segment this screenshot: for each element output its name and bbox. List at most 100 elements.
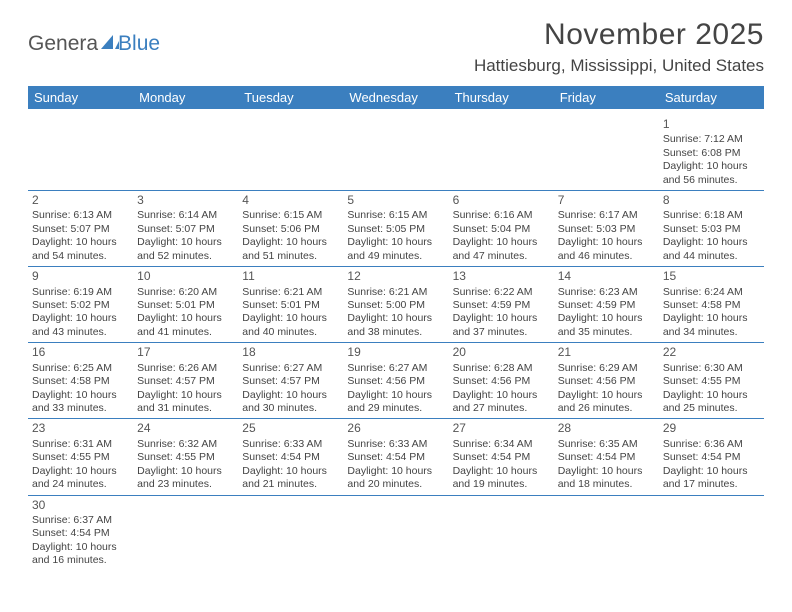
- calendar-cell: 17Sunrise: 6:26 AMSunset: 4:57 PMDayligh…: [133, 343, 238, 419]
- calendar-cell: 16Sunrise: 6:25 AMSunset: 4:58 PMDayligh…: [28, 343, 133, 419]
- sunset-text: Sunset: 4:55 PM: [663, 375, 760, 388]
- sunrise-text: Sunrise: 6:17 AM: [558, 209, 655, 222]
- daylight-text: Daylight: 10 hours: [137, 312, 234, 325]
- sunset-text: Sunset: 4:58 PM: [663, 299, 760, 312]
- daylight-text: and 43 minutes.: [32, 326, 129, 339]
- calendar-cell: [554, 115, 659, 191]
- daylight-text: Daylight: 10 hours: [242, 465, 339, 478]
- sunset-text: Sunset: 5:07 PM: [32, 223, 129, 236]
- daylight-text: and 20 minutes.: [347, 478, 444, 491]
- calendar-cell: 8Sunrise: 6:18 AMSunset: 5:03 PMDaylight…: [659, 191, 764, 267]
- brand-logo: Genera Blue: [28, 18, 160, 56]
- day-number: 22: [663, 345, 760, 360]
- daylight-text: and 56 minutes.: [663, 174, 760, 187]
- weekday-header: Thursday: [449, 86, 554, 109]
- day-number: 27: [453, 421, 550, 436]
- daylight-text: Daylight: 10 hours: [558, 236, 655, 249]
- daylight-text: Daylight: 10 hours: [663, 236, 760, 249]
- daylight-text: Daylight: 10 hours: [453, 389, 550, 402]
- calendar-cell: 9Sunrise: 6:19 AMSunset: 5:02 PMDaylight…: [28, 267, 133, 343]
- daylight-text: and 38 minutes.: [347, 326, 444, 339]
- calendar-cell: 4Sunrise: 6:15 AMSunset: 5:06 PMDaylight…: [238, 191, 343, 267]
- sunrise-text: Sunrise: 6:28 AM: [453, 362, 550, 375]
- daylight-text: Daylight: 10 hours: [453, 236, 550, 249]
- daylight-text: Daylight: 10 hours: [347, 236, 444, 249]
- daylight-text: Daylight: 10 hours: [32, 236, 129, 249]
- sunset-text: Sunset: 4:57 PM: [242, 375, 339, 388]
- weekday-header: Wednesday: [343, 86, 448, 109]
- calendar-cell: [449, 495, 554, 571]
- daylight-text: and 16 minutes.: [32, 554, 129, 567]
- daylight-text: Daylight: 10 hours: [242, 389, 339, 402]
- weekday-header: Monday: [133, 86, 238, 109]
- calendar-cell: [133, 115, 238, 191]
- calendar-cell: 19Sunrise: 6:27 AMSunset: 4:56 PMDayligh…: [343, 343, 448, 419]
- sunset-text: Sunset: 4:54 PM: [558, 451, 655, 464]
- daylight-text: and 18 minutes.: [558, 478, 655, 491]
- calendar-cell: [449, 115, 554, 191]
- daylight-text: Daylight: 10 hours: [558, 389, 655, 402]
- daylight-text: Daylight: 10 hours: [558, 465, 655, 478]
- sunset-text: Sunset: 4:54 PM: [32, 527, 129, 540]
- day-number: 25: [242, 421, 339, 436]
- sunset-text: Sunset: 4:54 PM: [242, 451, 339, 464]
- sunrise-text: Sunrise: 6:33 AM: [242, 438, 339, 451]
- day-number: 13: [453, 269, 550, 284]
- day-number: 18: [242, 345, 339, 360]
- day-number: 28: [558, 421, 655, 436]
- brand-part1: Genera: [28, 32, 98, 56]
- calendar-cell: 28 Sunrise: 6:35 AMSunset: 4:54 PMDayligh…: [554, 419, 659, 495]
- daylight-text: Daylight: 10 hours: [32, 389, 129, 402]
- calendar-week: 1Sunrise: 7:12 AMSunset: 6:08 PMDaylight…: [28, 115, 764, 191]
- calendar-cell: [659, 495, 764, 571]
- daylight-text: and 33 minutes.: [32, 402, 129, 415]
- calendar-cell: 14Sunrise: 6:23 AMSunset: 4:59 PMDayligh…: [554, 267, 659, 343]
- calendar-cell: 6Sunrise: 6:16 AMSunset: 5:04 PMDaylight…: [449, 191, 554, 267]
- weekday-header: Saturday: [659, 86, 764, 109]
- daylight-text: and 52 minutes.: [137, 250, 234, 263]
- calendar-table: SundayMondayTuesdayWednesdayThursdayFrid…: [28, 86, 764, 571]
- day-number: 24: [137, 421, 234, 436]
- sunset-text: Sunset: 4:54 PM: [453, 451, 550, 464]
- daylight-text: Daylight: 10 hours: [347, 389, 444, 402]
- day-number: 23: [32, 421, 129, 436]
- sunset-text: Sunset: 5:04 PM: [453, 223, 550, 236]
- day-number: 14: [558, 269, 655, 284]
- calendar-week: 16Sunrise: 6:25 AMSunset: 4:58 PMDayligh…: [28, 343, 764, 419]
- daylight-text: and 30 minutes.: [242, 402, 339, 415]
- sunrise-text: Sunrise: 6:37 AM: [32, 514, 129, 527]
- calendar-week: 9Sunrise: 6:19 AMSunset: 5:02 PMDaylight…: [28, 267, 764, 343]
- daylight-text: Daylight: 10 hours: [347, 312, 444, 325]
- daylight-text: Daylight: 10 hours: [453, 312, 550, 325]
- calendar-cell: 20Sunrise: 6:28 AMSunset: 4:56 PMDayligh…: [449, 343, 554, 419]
- sunrise-text: Sunrise: 6:21 AM: [242, 286, 339, 299]
- daylight-text: and 31 minutes.: [137, 402, 234, 415]
- location-text: Hattiesburg, Mississippi, United States: [474, 56, 764, 76]
- calendar-cell: 2Sunrise: 6:13 AMSunset: 5:07 PMDaylight…: [28, 191, 133, 267]
- day-number: 19: [347, 345, 444, 360]
- calendar-cell: 13Sunrise: 6:22 AMSunset: 4:59 PMDayligh…: [449, 267, 554, 343]
- calendar-week: 23Sunrise: 6:31 AMSunset: 4:55 PMDayligh…: [28, 419, 764, 495]
- sunrise-text: Sunrise: 6:35 AM: [558, 438, 655, 451]
- sunrise-text: Sunrise: 6:16 AM: [453, 209, 550, 222]
- sunset-text: Sunset: 4:54 PM: [347, 451, 444, 464]
- calendar-page: Genera Blue November 2025 Hattiesburg, M…: [0, 0, 792, 571]
- calendar-cell: [133, 495, 238, 571]
- daylight-text: Daylight: 10 hours: [32, 541, 129, 554]
- calendar-week: 30Sunrise: 6:37 AMSunset: 4:54 PMDayligh…: [28, 495, 764, 571]
- calendar-cell: 30Sunrise: 6:37 AMSunset: 4:54 PMDayligh…: [28, 495, 133, 571]
- day-number: 29: [663, 421, 760, 436]
- day-number: 4: [242, 193, 339, 208]
- day-number: 21: [558, 345, 655, 360]
- sunrise-text: Sunrise: 6:24 AM: [663, 286, 760, 299]
- sunrise-text: Sunrise: 6:25 AM: [32, 362, 129, 375]
- calendar-cell: 3Sunrise: 6:14 AMSunset: 5:07 PMDaylight…: [133, 191, 238, 267]
- calendar-cell: 27Sunrise: 6:34 AMSunset: 4:54 PMDayligh…: [449, 419, 554, 495]
- sunset-text: Sunset: 4:56 PM: [453, 375, 550, 388]
- daylight-text: and 27 minutes.: [453, 402, 550, 415]
- sunrise-text: Sunrise: 6:34 AM: [453, 438, 550, 451]
- sunrise-text: Sunrise: 6:19 AM: [32, 286, 129, 299]
- day-number: 11: [242, 269, 339, 284]
- calendar-cell: 11Sunrise: 6:21 AMSunset: 5:01 PMDayligh…: [238, 267, 343, 343]
- calendar-cell: 26Sunrise: 6:33 AMSunset: 4:54 PMDayligh…: [343, 419, 448, 495]
